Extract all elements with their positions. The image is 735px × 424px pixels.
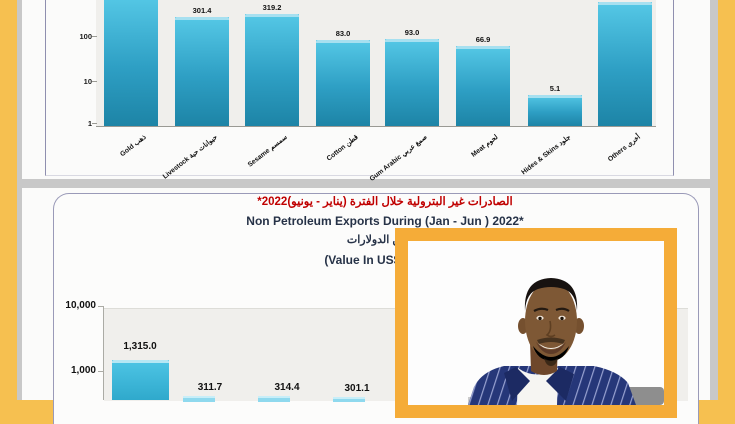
bar-top-highlight [112, 360, 169, 363]
bar-value-label: 319.2 [262, 3, 282, 12]
bar-gum-arabic [385, 39, 439, 126]
news-image-collage: { "colors": { "page_background": "#F6C05… [17, 0, 718, 424]
hair [524, 278, 578, 311]
portrait-photo [408, 241, 664, 405]
eyebrow-left [533, 307, 549, 312]
bar-meat [456, 46, 510, 126]
bottom-chart-y-axis [103, 306, 104, 400]
y-tick-label: 100 [79, 32, 92, 41]
chart-title-arabic: الصادرات غير البترولية خلال الفترة (يناي… [257, 196, 513, 208]
y-tick-mark [92, 81, 97, 82]
y-tick-label: 1 [87, 119, 92, 128]
y-tick-label: 1,000 [70, 365, 96, 376]
bar-value-label: 66.9 [475, 35, 491, 44]
bar-value-label: 301.1 [344, 383, 370, 394]
bar-gold [104, 0, 158, 126]
bar-value-label: 5.1 [549, 84, 561, 93]
y-tick-mark [92, 123, 97, 124]
y-tick-mark [98, 306, 104, 307]
beard [533, 346, 569, 361]
top-chart-border [45, 0, 674, 176]
suit-lapel-left [504, 367, 530, 401]
bar-top-highlight [385, 39, 439, 42]
y-tick-label: 10,000 [65, 300, 96, 311]
suit-lapel-right [546, 367, 574, 401]
bar-value-label: 1,315.0 [123, 341, 157, 352]
bar-top-highlight [175, 17, 229, 20]
bar-top-highlight [316, 40, 370, 43]
bar-top-highlight [245, 14, 299, 17]
bar-value-label: 301.4 [192, 6, 212, 15]
pupil-left [538, 316, 542, 321]
portrait-photo-frame [395, 228, 677, 418]
nose [545, 320, 556, 338]
shirt [517, 368, 558, 405]
bar-others [598, 2, 652, 126]
y-tick-mark [98, 371, 104, 372]
eyebrow-right [555, 307, 570, 312]
bar-value-label: 93.0 [404, 28, 420, 37]
bar-gold [112, 360, 169, 400]
bar-sesame [245, 14, 299, 126]
bar-value-label: 311.7 [197, 382, 223, 393]
teeth [538, 343, 564, 349]
goatee [544, 358, 558, 366]
y-tick-label: 10 [83, 77, 92, 86]
y-tick-mark [92, 36, 97, 37]
mouth [536, 342, 566, 354]
bar-top-highlight [456, 46, 510, 49]
bar-top-highlight [528, 95, 582, 98]
bar-top-highlight [598, 2, 652, 5]
collage-background: 100 10 1 301.4 319.2 83.0 93.0 66.9 5.1 … [17, 0, 718, 424]
bar-hides-skins [528, 95, 582, 126]
bar-sesame-sliver [258, 396, 290, 402]
bar-livestock-sliver [183, 396, 215, 402]
moustache [537, 337, 565, 344]
chart-title-english: Non Petroleum Exports During (Jan - Jun … [246, 214, 524, 228]
bar-cotton [316, 40, 370, 126]
pupil-right [560, 316, 564, 321]
bar-value-label: 314.4 [274, 382, 300, 393]
top-chart-panel: 100 10 1 301.4 319.2 83.0 93.0 66.9 5.1 … [22, 0, 710, 183]
bar-value-label: 83.0 [335, 29, 351, 38]
bar-livestock [175, 17, 229, 126]
